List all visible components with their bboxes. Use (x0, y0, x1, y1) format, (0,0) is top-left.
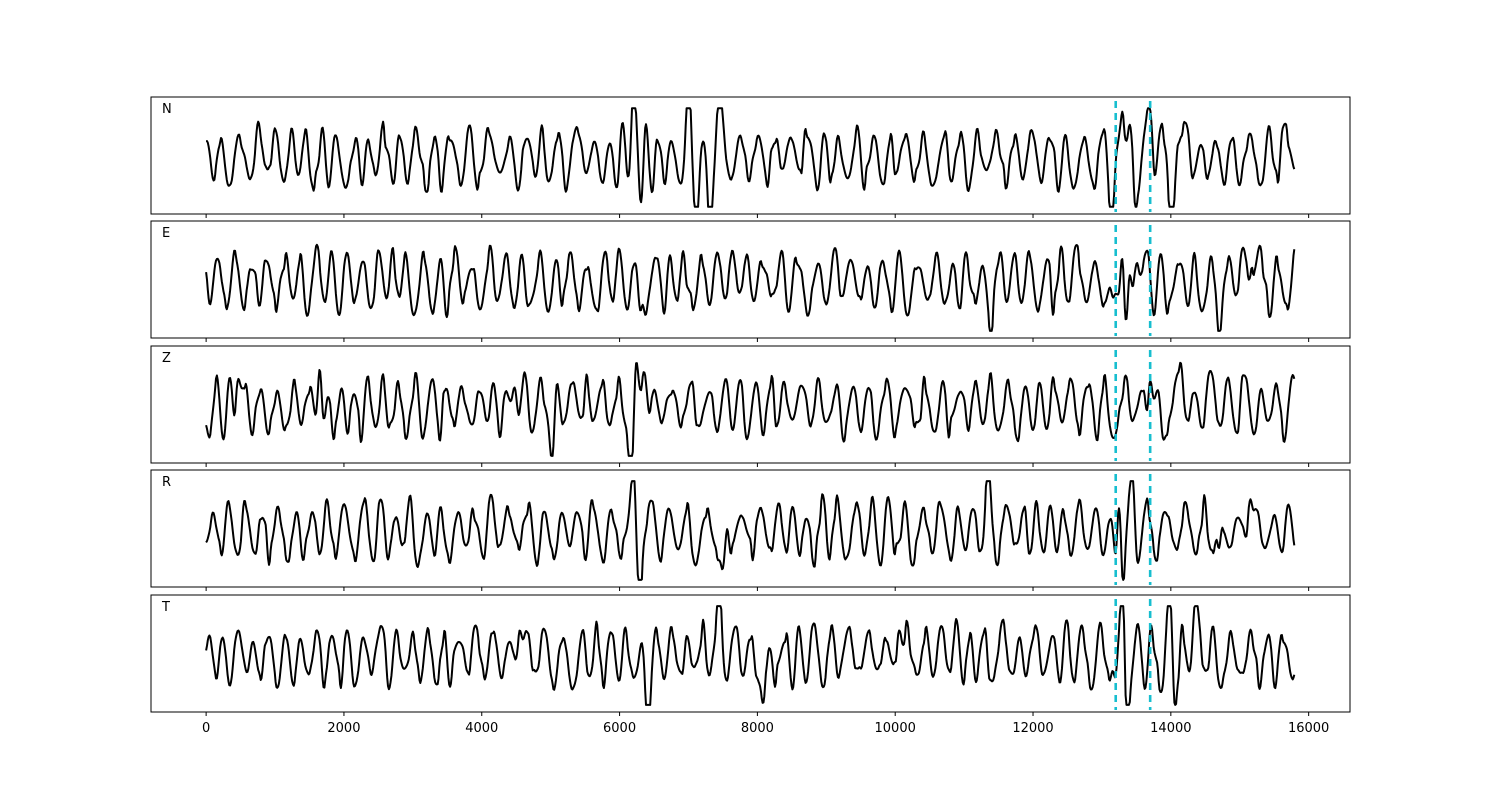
panel-t: T (150, 594, 1351, 716)
trace-line-r (205, 480, 1296, 581)
panel-label: E (162, 226, 170, 241)
trace-panels: N E Z R T (150, 96, 1351, 716)
x-tick-label: 10000 (875, 721, 916, 736)
x-tick-label: 4000 (465, 721, 498, 736)
panel-label: R (162, 475, 171, 490)
trace-line-n (205, 107, 1296, 208)
x-tick-label: 14000 (1150, 721, 1191, 736)
x-axis: 0 2000 4000 6000 8000 10000 12000 14000 16000 (202, 721, 1329, 736)
x-tick-label: 6000 (603, 721, 636, 736)
panel-frame (150, 469, 1351, 588)
panel-label: Z (162, 351, 171, 366)
trace-line-t (205, 605, 1296, 706)
panel-label: T (161, 600, 170, 615)
panel-e: E (150, 220, 1351, 342)
panel-frame (150, 220, 1351, 339)
panel-label: N (162, 102, 172, 117)
trace-line-z (205, 361, 1296, 457)
x-tick-label: 16000 (1288, 721, 1329, 736)
x-tick-label: 0 (202, 721, 210, 736)
x-tick-label: 8000 (741, 721, 774, 736)
x-tick-label: 2000 (327, 721, 360, 736)
trace-line-e (205, 243, 1296, 332)
panel-n: N (150, 96, 1351, 218)
panel-frame (150, 96, 1351, 215)
x-tick-label: 12000 (1012, 721, 1053, 736)
panel-r: R (150, 469, 1351, 591)
panel-z: Z (150, 345, 1351, 467)
panel-frame (150, 345, 1351, 464)
panel-frame (150, 594, 1351, 713)
